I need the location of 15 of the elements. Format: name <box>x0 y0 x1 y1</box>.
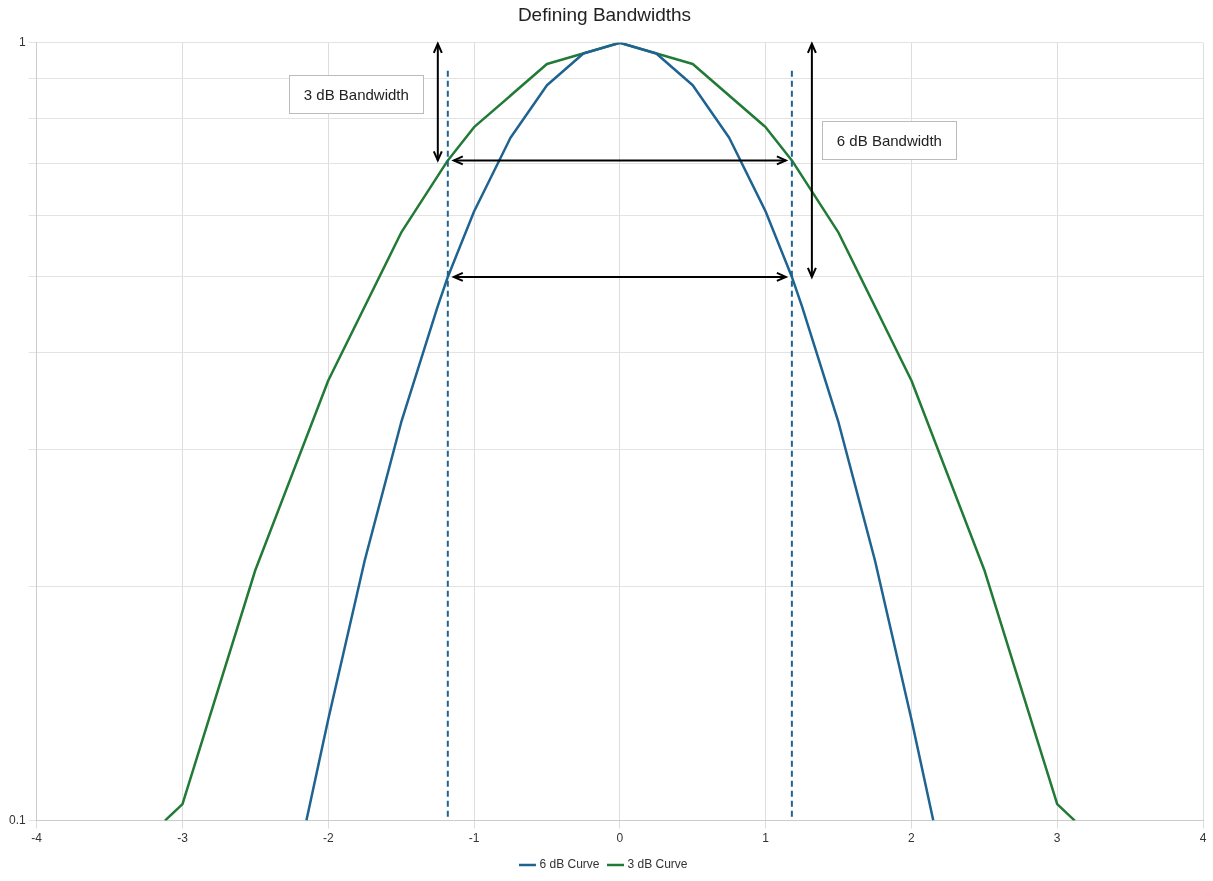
note-box: 6 dB Bandwidth <box>821 120 957 160</box>
note-box: 3 dB Bandwidth <box>288 74 424 114</box>
x-tick-label: 3 <box>1053 831 1061 846</box>
y-tick-label: 0.1 <box>8 812 26 827</box>
x-tick-label: -3 <box>177 831 189 846</box>
legend-label: 3 dB Curve <box>627 857 688 872</box>
x-tick-label: 2 <box>908 831 916 846</box>
chart-title: Defining Bandwidths <box>517 3 692 25</box>
x-tick-label: -1 <box>468 831 480 846</box>
x-tick-label: 4 <box>1199 831 1207 846</box>
legend-label: 6 dB Curve <box>539 857 600 872</box>
x-tick-label: -4 <box>31 831 43 846</box>
x-tick-label: 1 <box>762 831 770 846</box>
x-tick-label: 0 <box>616 831 624 846</box>
x-tick-label: -2 <box>322 831 334 846</box>
